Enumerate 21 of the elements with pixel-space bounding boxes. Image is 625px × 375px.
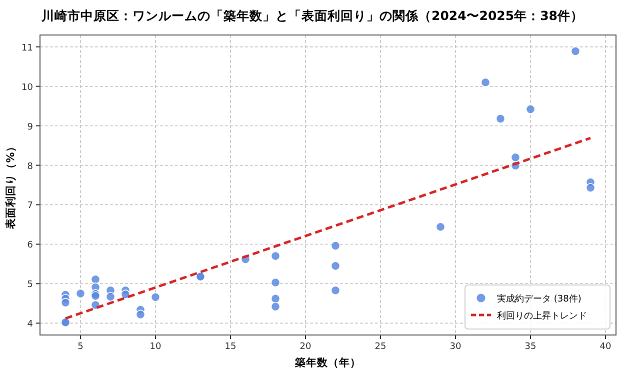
x-tick-label: 35 <box>524 342 536 352</box>
legend-label: 実成約データ (38件) <box>497 294 582 304</box>
chart-title: 川崎市中原区：ワンルームの「築年数」と「表面利回り」の関係（2024〜2025年：38件） <box>40 8 584 23</box>
y-tick-label: 7 <box>27 201 33 212</box>
x-tick-label: 25 <box>374 342 386 352</box>
x-tick-label: 20 <box>300 342 312 352</box>
x-tick-label: 5 <box>78 342 84 352</box>
legend-label: 利回りの上昇トレンド <box>497 310 587 322</box>
y-axis-title: 表面利回り（%） <box>4 141 17 230</box>
y-tick-label: 11 <box>22 43 33 54</box>
y-tick-label: 9 <box>27 122 34 132</box>
y-tick-label: 6 <box>27 240 34 251</box>
y-tick-label: 4 <box>27 320 34 330</box>
x-axis-title: 築年数（年） <box>294 356 361 369</box>
y-tick-label: 8 <box>27 162 34 172</box>
y-tick-label: 10 <box>22 82 34 93</box>
x-tick-label: 40 <box>600 342 612 352</box>
x-tick-label: 10 <box>150 342 162 352</box>
x-tick-label: 30 <box>450 342 462 352</box>
x-tick-label: 15 <box>224 342 236 352</box>
y-tick-label: 5 <box>27 280 33 290</box>
